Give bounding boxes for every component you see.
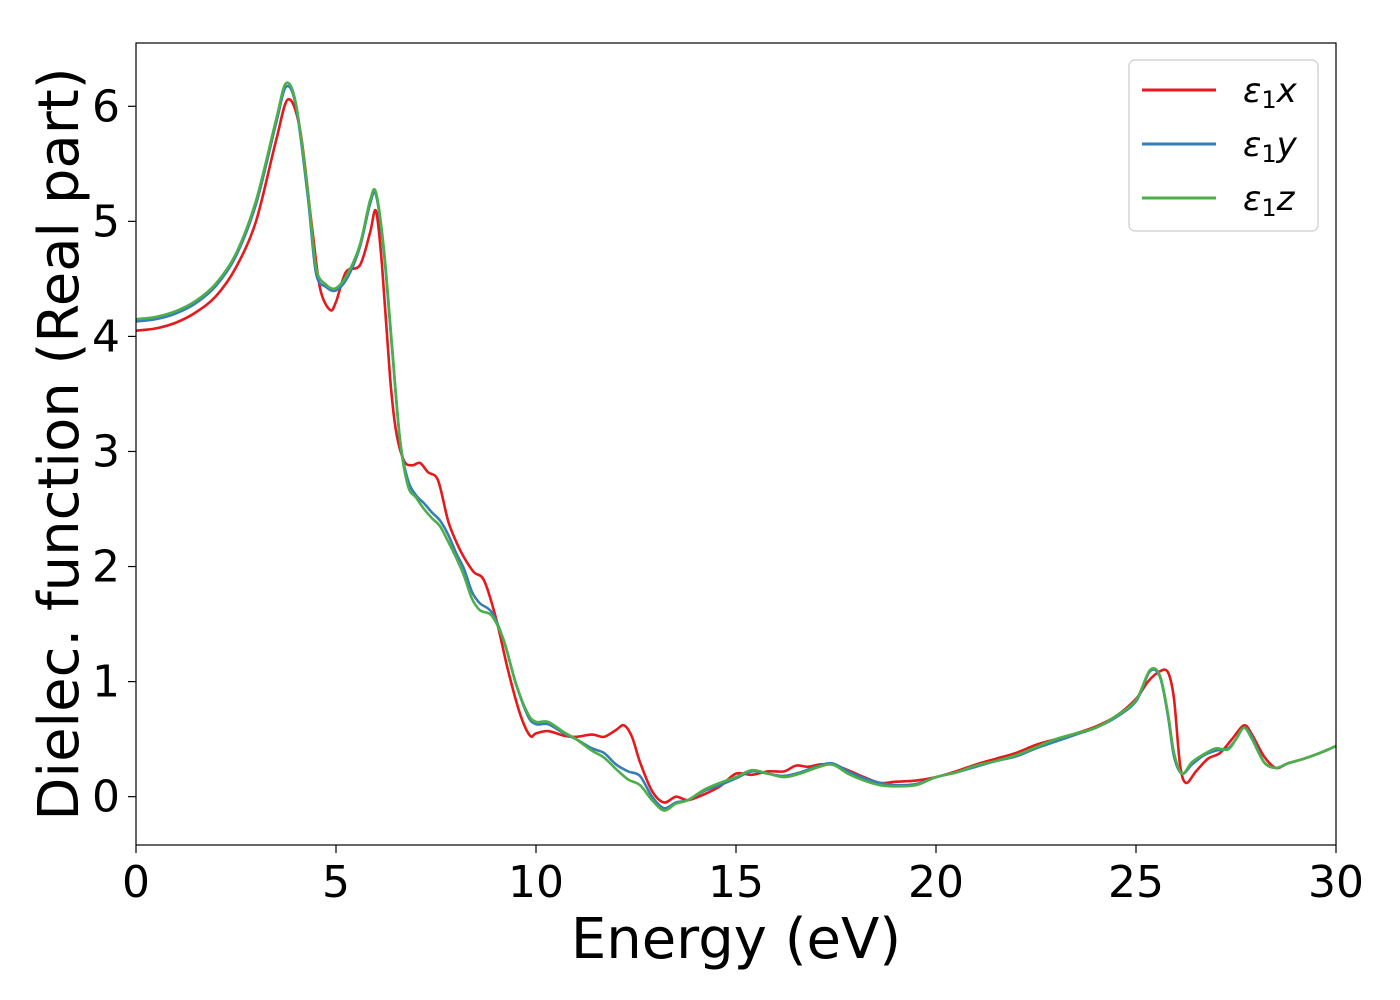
x-tick-label: 15: [708, 857, 764, 908]
legend-label-y: ε1y: [1243, 125, 1298, 168]
plot-area-frame: [135, 42, 1337, 846]
x-tick-label: 10: [508, 857, 564, 908]
x-axis-label: Energy (eV): [571, 907, 901, 972]
x-tick-label: 30: [1308, 857, 1364, 908]
y-axis-label: Dielec. function (Real part): [27, 67, 92, 820]
y-tick-label: 5: [92, 196, 120, 247]
legend-label-z: ε1z: [1243, 179, 1296, 222]
y-tick-label: 0: [92, 772, 120, 823]
series-line-x: [135, 97, 1337, 804]
y-tick-label: 1: [92, 657, 120, 708]
series-line-z: [135, 81, 1337, 812]
ticks-layer: 0 5 10 15 20 25 30 0 1 2 3 4 5 6: [92, 81, 1364, 908]
y-tick-label: 3: [92, 426, 120, 477]
x-tick-label: 25: [1108, 857, 1164, 908]
x-tick-label: 0: [122, 857, 150, 908]
legend: ε1x ε1y ε1z: [1128, 59, 1319, 232]
y-tick-label: 4: [92, 311, 120, 362]
series-layer: [135, 81, 1337, 812]
legend-label-x: ε1x: [1243, 71, 1298, 114]
x-tick-label: 20: [908, 857, 964, 908]
y-tick-label: 6: [92, 81, 120, 132]
x-tick-label: 5: [322, 857, 350, 908]
y-tick-label: 2: [92, 542, 120, 593]
legend-box: [1128, 59, 1319, 232]
